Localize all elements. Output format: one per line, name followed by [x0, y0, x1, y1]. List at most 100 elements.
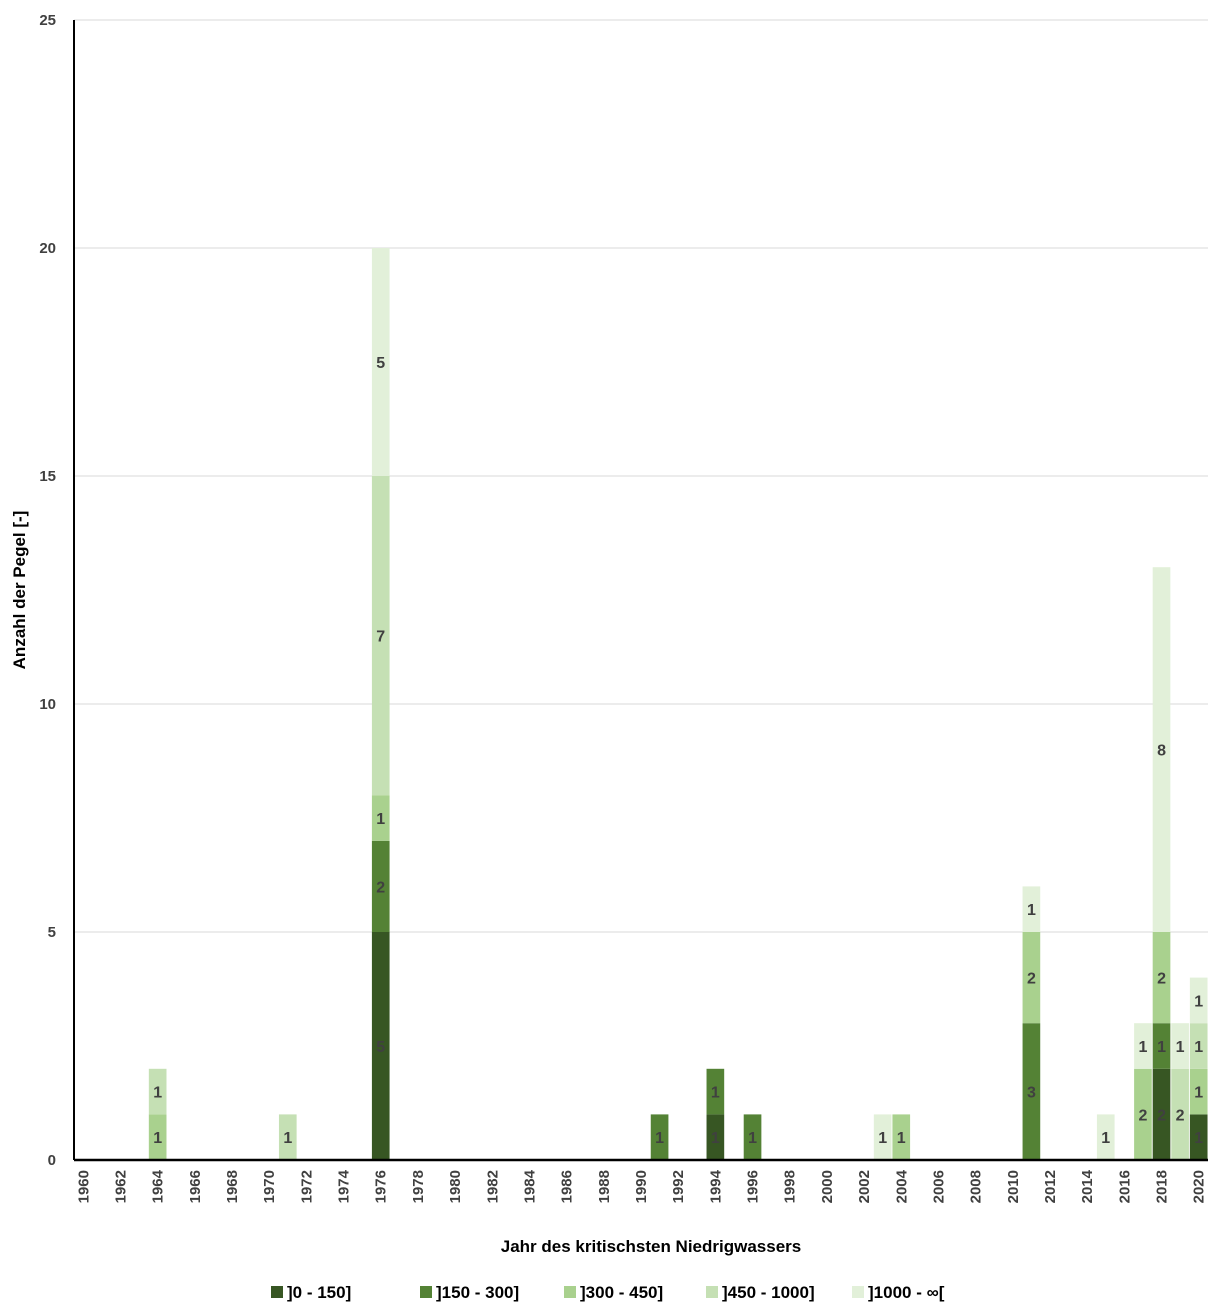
bar-segment: [371, 795, 390, 841]
legend: ]0 - 150] ]150 - 300] ]300 - 450] ]450 - 10…: [271, 1283, 945, 1302]
x-tick-label: 1962: [112, 1170, 129, 1203]
data-label: 1: [1194, 1039, 1203, 1056]
x-tick-label: 2012: [1042, 1170, 1059, 1203]
data-label: 2: [376, 879, 385, 896]
x-tick-label: 2014: [1079, 1169, 1096, 1203]
data-label: 1: [1138, 1039, 1147, 1056]
legend-swatch: [852, 1286, 864, 1298]
x-axis-title: Jahr des kritischsten Niedrigwassers: [501, 1237, 801, 1256]
y-tick-label: 10: [39, 696, 56, 713]
bar-segment: [371, 476, 390, 796]
bar-segment: [1134, 1023, 1152, 1069]
data-label: 1: [1027, 902, 1036, 919]
bar-segment: [1171, 1068, 1189, 1160]
x-tick-label: 2008: [968, 1170, 985, 1203]
bar-segment: [873, 1114, 892, 1160]
data-label: 3: [1027, 1085, 1036, 1102]
x-tick-label: 2020: [1191, 1170, 1208, 1203]
x-tick-label: 1978: [410, 1170, 427, 1203]
bar-segment: [278, 1114, 297, 1160]
bar-segment: [1152, 1023, 1171, 1069]
legend-swatch: [564, 1286, 576, 1298]
x-tick-label: 1992: [670, 1170, 687, 1203]
legend-swatch: [706, 1286, 718, 1298]
data-label: 1: [283, 1130, 292, 1147]
x-tick-label: 1970: [261, 1170, 278, 1203]
data-label: 1: [153, 1130, 162, 1147]
bar-segment: [1189, 977, 1208, 1024]
bar-segment: [892, 1114, 911, 1160]
bar-segment: [1096, 1114, 1115, 1160]
y-tick-label: 25: [39, 12, 56, 29]
x-tick-label: 1968: [224, 1170, 241, 1203]
data-label: 1: [1194, 993, 1203, 1010]
bar-segment: [1189, 1023, 1208, 1069]
data-label: 2: [1176, 1107, 1185, 1124]
data-label: 1: [376, 811, 385, 828]
data-label: 1: [1157, 1039, 1166, 1056]
bar-segment: [1022, 1023, 1041, 1160]
x-tick-label: 2016: [1116, 1170, 1133, 1203]
x-tick-label: 1982: [484, 1170, 501, 1203]
x-tick-label: 1966: [187, 1170, 204, 1203]
bar-segment: [371, 840, 390, 932]
legend-label: ]0 - 150]: [287, 1283, 351, 1302]
legend-label: ]150 - 300]: [436, 1283, 519, 1302]
x-tick-label: 2018: [1154, 1170, 1171, 1203]
data-label: 1: [1176, 1039, 1185, 1056]
x-tick-label: 1976: [373, 1170, 390, 1203]
data-label: 2: [1027, 971, 1036, 988]
bar-segment: [371, 248, 390, 476]
bar-segment: [650, 1114, 669, 1160]
x-tick-label: 2010: [1005, 1170, 1022, 1203]
legend-label: ]450 - 1000]: [722, 1283, 815, 1302]
bar-segment: [1134, 1068, 1152, 1160]
bar-segment: [1189, 1068, 1208, 1115]
x-tick-label: 1998: [782, 1170, 799, 1203]
bar-segment: [1152, 1068, 1171, 1160]
x-tick-label: 1964: [150, 1169, 167, 1203]
x-tick-label: 2000: [819, 1170, 836, 1203]
y-tick-label: 15: [39, 468, 56, 485]
data-label: 2: [1157, 971, 1166, 988]
data-label: 1: [1194, 1085, 1203, 1102]
y-tick-label: 20: [39, 240, 56, 257]
data-label: 1: [153, 1085, 162, 1102]
legend-label: ]300 - 450]: [580, 1283, 663, 1302]
x-tick-label: 1984: [521, 1169, 538, 1203]
data-label: 1: [1194, 1130, 1203, 1147]
data-label: 5: [376, 1039, 385, 1056]
data-label: 1: [748, 1130, 757, 1147]
bar-segment: [371, 932, 390, 1160]
bar-segment: [1022, 886, 1041, 932]
data-label: 1: [897, 1130, 906, 1147]
bar-segment: [1152, 567, 1171, 932]
bar-segment: [706, 1068, 725, 1115]
y-tick-label: 0: [48, 1152, 56, 1169]
data-label: 1: [711, 1130, 720, 1147]
legend-swatch: [271, 1286, 283, 1298]
bar-segment: [148, 1114, 167, 1160]
y-axis-title: Anzahl der Pegel [-]: [10, 511, 29, 670]
x-tick-label: 1996: [745, 1170, 762, 1203]
bar-segment: [1189, 1114, 1208, 1160]
data-label: 2: [1157, 1107, 1166, 1124]
x-tick-label: 1980: [447, 1170, 464, 1203]
data-label: 2: [1138, 1107, 1147, 1124]
bar-segment: [743, 1114, 762, 1160]
bar-segment: [706, 1114, 725, 1160]
bar-segment: [148, 1068, 167, 1115]
data-label: 1: [878, 1130, 887, 1147]
x-tick-label: 1988: [596, 1170, 613, 1203]
legend-label: ]1000 - ∞[: [868, 1283, 945, 1302]
data-label: 8: [1157, 743, 1166, 760]
x-tick-label: 2006: [930, 1170, 947, 1203]
y-tick-label: 5: [48, 924, 56, 941]
x-tick-label: 1986: [559, 1170, 576, 1203]
x-tick-label: 1960: [75, 1170, 92, 1203]
x-tick-label: 1972: [298, 1170, 315, 1203]
